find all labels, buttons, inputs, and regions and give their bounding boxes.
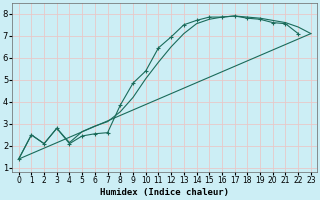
X-axis label: Humidex (Indice chaleur): Humidex (Indice chaleur)	[100, 188, 229, 197]
